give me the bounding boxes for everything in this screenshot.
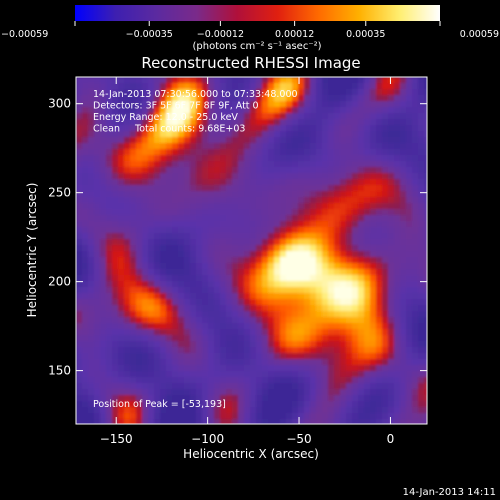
peak-position-label: Position of Peak = [-53,193]: [93, 399, 226, 410]
heatmap-image: [76, 77, 427, 424]
annotation-line: Clean Total counts: 9.68E+03: [93, 124, 245, 135]
y-tick-label: 200: [48, 275, 71, 289]
footer-date: 14-Jan-2013 14:11: [403, 487, 496, 498]
x-axis-label: Heliocentric X (arcsec): [183, 447, 319, 461]
y-tick-label: 150: [48, 364, 71, 378]
colorbar-tick-label: 0.00035: [346, 29, 385, 40]
y-tick-label: 250: [48, 186, 71, 200]
annotation-line: Detectors: 3F 5F 6F 7F 8F 9F, Att 0: [93, 101, 259, 112]
colorbar: [75, 5, 440, 21]
x-tick-label: −100: [191, 432, 224, 446]
colorbar-tick-label: −0.00059: [1, 29, 48, 40]
x-axis-ticks: −150 −100 −50 0: [100, 77, 395, 446]
annotation-line: Energy Range: 12.0 - 25.0 keV: [93, 112, 238, 123]
y-axis-ticks: 150 200 250 300: [48, 97, 427, 378]
y-axis-label: Heliocentric Y (arcsec): [25, 183, 39, 318]
colorbar-ticks: −0.00059 −0.00035 −0.00012 0.00012 0.00035 0.…: [1, 21, 499, 40]
colorbar-tick-label: −0.00012: [197, 29, 244, 40]
colorbar-tick-label: −0.00035: [126, 29, 173, 40]
x-tick-label: −50: [286, 432, 311, 446]
x-tick-label: 0: [387, 432, 395, 446]
y-tick-label: 300: [48, 97, 71, 111]
colorbar-unit-label: (photons cm⁻² s⁻¹ asec⁻²): [192, 41, 321, 52]
colorbar-tick-label: 0.00059: [460, 29, 499, 40]
annotation-line: 14-Jan-2013 07:30:56.000 to 07:33:48.000: [93, 89, 298, 100]
colorbar-tick-label: 0.00012: [275, 29, 314, 40]
x-tick-label: −150: [100, 432, 133, 446]
observation-annotations: 14-Jan-2013 07:30:56.000 to 07:33:48.000…: [93, 89, 298, 135]
chart-title: Reconstructed RHESSI Image: [141, 54, 360, 72]
plot-frame: [75, 76, 428, 425]
